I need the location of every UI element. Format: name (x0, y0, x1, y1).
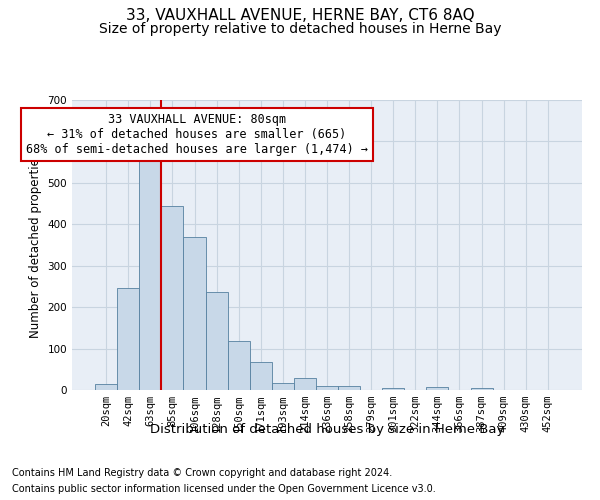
Bar (95, 384, 117, 390)
Bar (316, 386, 338, 390)
Bar (470, 388, 493, 390)
Bar (206, 292, 227, 390)
Text: Contains HM Land Registry data © Crown copyright and database right 2024.: Contains HM Land Registry data © Crown c… (12, 468, 392, 477)
Bar (427, 386, 448, 390)
Bar (184, 236, 206, 390)
Y-axis label: Number of detached properties: Number of detached properties (29, 152, 42, 338)
Bar (117, 288, 139, 390)
Bar (338, 386, 360, 390)
Text: Distribution of detached houses by size in Herne Bay: Distribution of detached houses by size … (150, 422, 504, 436)
Bar (294, 378, 316, 390)
Bar (382, 388, 404, 390)
Bar (227, 341, 250, 390)
Bar (250, 362, 272, 390)
Text: Size of property relative to detached houses in Herne Bay: Size of property relative to detached ho… (99, 22, 501, 36)
Text: Contains public sector information licensed under the Open Government Licence v3: Contains public sector information licen… (12, 484, 436, 494)
Text: 33, VAUXHALL AVENUE, HERNE BAY, CT6 8AQ: 33, VAUXHALL AVENUE, HERNE BAY, CT6 8AQ (125, 8, 475, 22)
Bar (139, 149, 161, 390)
Bar (272, 382, 294, 390)
Bar (161, 206, 184, 390)
Text: 33 VAUXHALL AVENUE: 80sqm
← 31% of detached houses are smaller (665)
68% of semi: 33 VAUXHALL AVENUE: 80sqm ← 31% of detac… (26, 113, 368, 156)
